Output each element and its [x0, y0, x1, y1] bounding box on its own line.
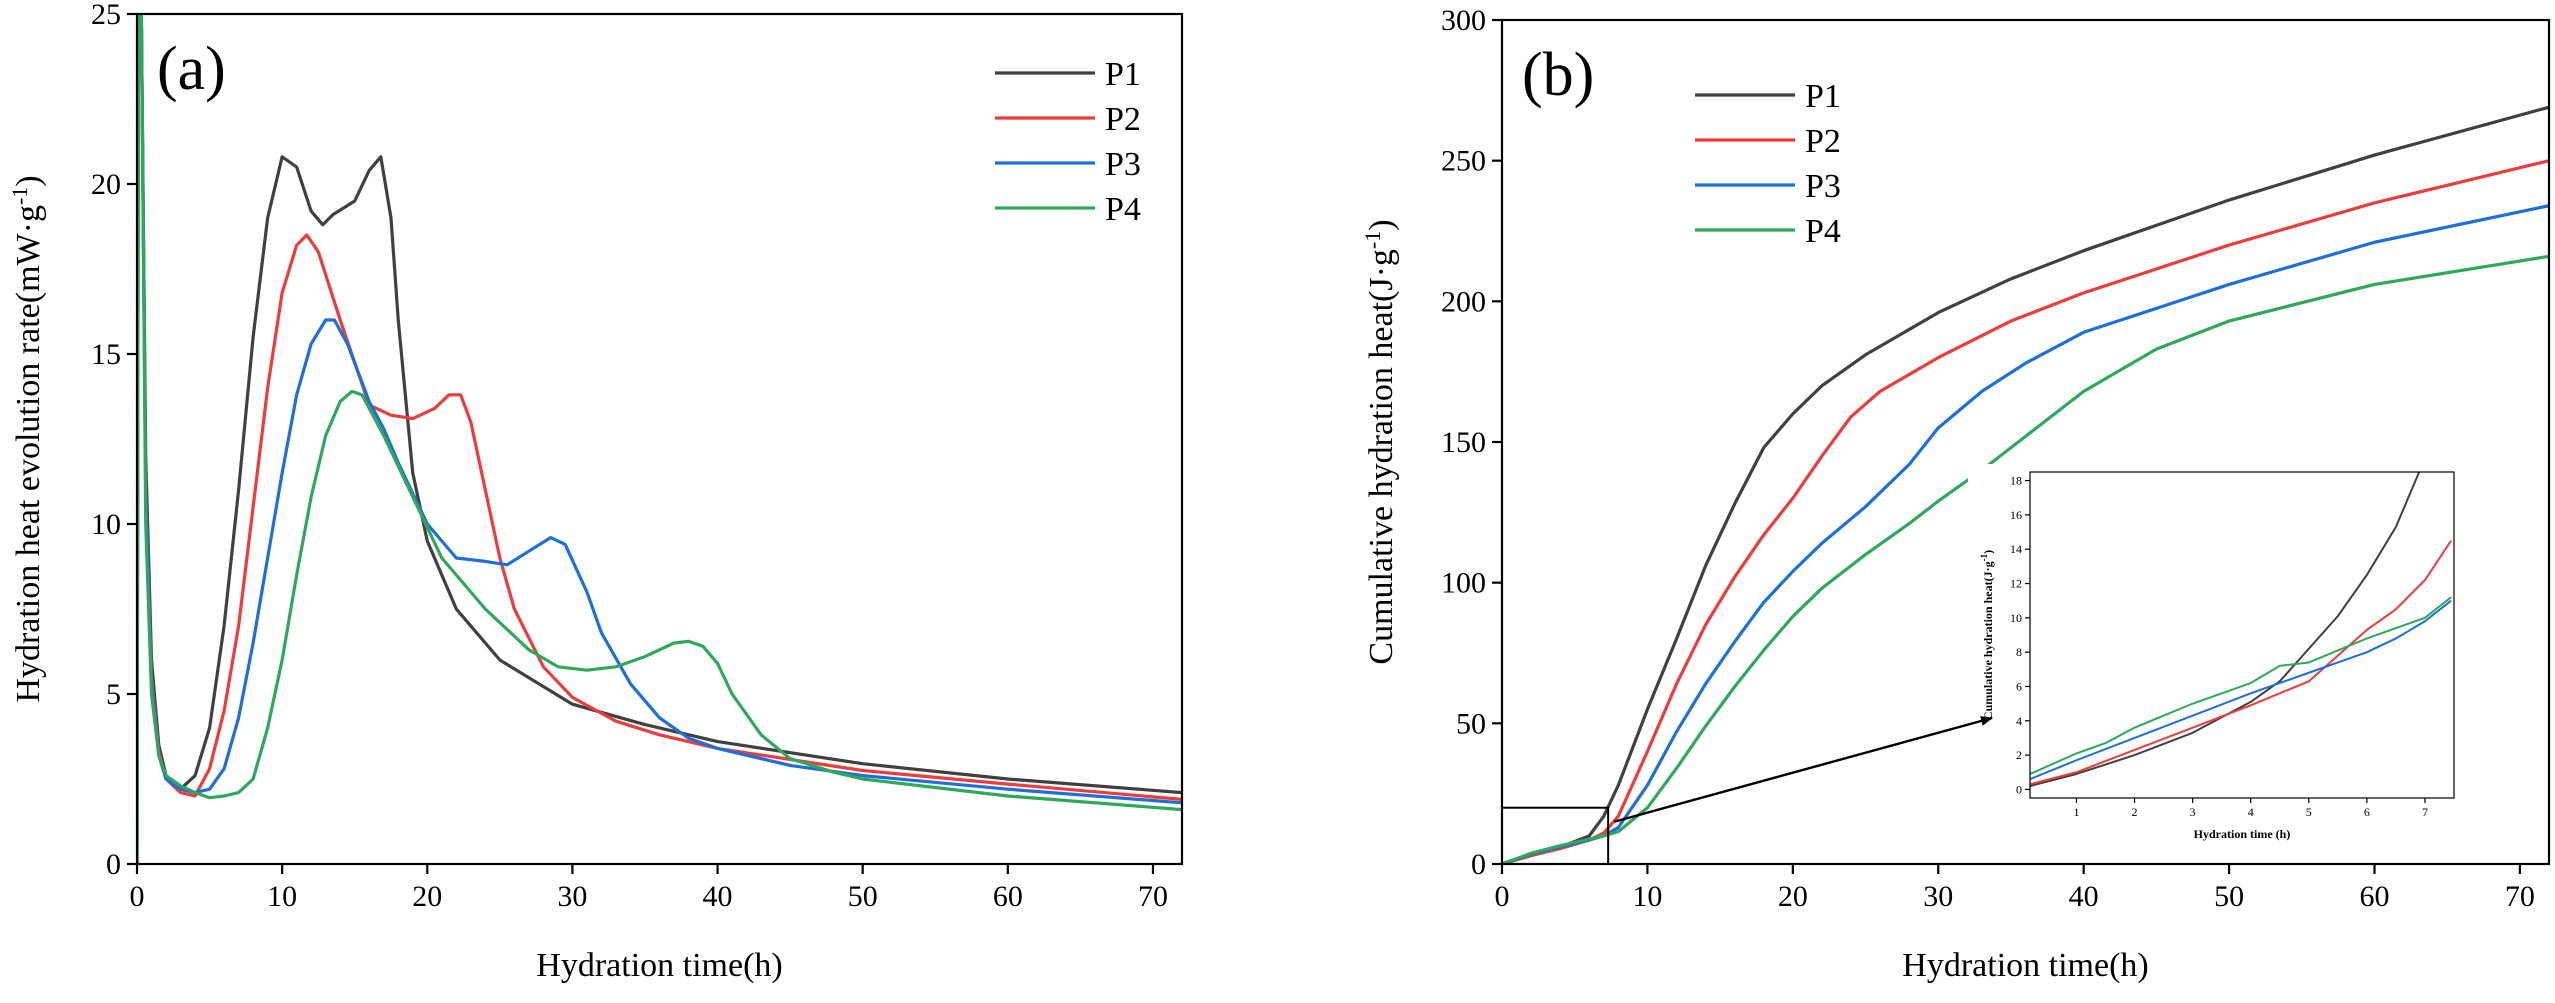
inset-y-tick-label: 18	[2010, 474, 2022, 488]
plot-frame	[135, 12, 1184, 866]
x-tick-label: 60	[993, 880, 1023, 913]
x-tick-label: 70	[2505, 880, 2535, 913]
zoom-region-box	[1501, 806, 1610, 866]
inset-x-tick-label: 2	[2132, 805, 2138, 819]
x-tick-label: 30	[1923, 880, 1953, 913]
x-tick-label: 0	[130, 880, 145, 913]
y-tick-label: 250	[1441, 145, 1486, 178]
series-line-p3	[137, 14, 1182, 864]
y-tick-label: 150	[1441, 426, 1486, 459]
y-axis-title: Cumulative hydration heat(J·g-1)	[1360, 219, 1400, 664]
inset-x-tick-label: 6	[2364, 805, 2370, 819]
legend-label-p2: P2	[1105, 101, 1141, 138]
series-line-p1	[1502, 105, 2549, 864]
inset-x-tick-label: 1	[2073, 805, 2079, 819]
x-tick-label: 20	[412, 880, 442, 913]
inset-series-line-p3	[2030, 599, 2452, 781]
inset-x-axis-title: Hydration time (h)	[2194, 827, 2291, 841]
y-tick-label: 100	[1441, 567, 1486, 600]
inset-x-tick-label: 4	[2248, 805, 2254, 819]
inset-y-axis-title: Cumulative hydration heat(J·g-1)	[1979, 550, 1995, 720]
y-tick-label: 5	[106, 678, 121, 711]
inset-y-tick-label: 2	[2016, 748, 2022, 762]
y-tick-label: 0	[106, 848, 121, 881]
x-tick-label: 10	[267, 880, 297, 913]
inset-y-tick-label: 10	[2010, 611, 2022, 625]
x-tick-label: 20	[1778, 880, 1808, 913]
x-tick-label: 10	[1632, 880, 1662, 913]
y-tick-label: 15	[91, 338, 121, 371]
inset-y-tick-label: 16	[2010, 508, 2022, 522]
inset-x-tick-label: 5	[2306, 805, 2312, 819]
legend: P1 P2 P3 P4	[995, 56, 1141, 228]
y-tick-label: 0	[1471, 848, 1486, 881]
y-tick-label: 50	[1456, 707, 1486, 740]
panel-b-chart: 0 10 20 30 40 50 60 70050100150200250300Hydrati…	[1360, 4, 2551, 984]
series-line-p4	[137, 14, 1182, 864]
x-tick-label: 70	[1138, 880, 1168, 913]
inset-y-tick-label: 8	[2016, 645, 2022, 659]
x-tick-label: 50	[2214, 880, 2244, 913]
panel-label: (a)	[157, 35, 226, 103]
x-tick-label: 40	[703, 880, 733, 913]
inset-series-line-p2	[2030, 540, 2452, 786]
x-tick-label: 40	[2069, 880, 2099, 913]
x-tick-label: 30	[557, 880, 587, 913]
panel-a-chart: 0 10 20 30 40 50 60 70 0 5 10 15 20 25 Hydration time(…	[7, 0, 1184, 984]
inset-x-tick-label: 3	[2190, 805, 2196, 819]
inset-y-tick-label: 4	[2016, 714, 2022, 728]
y-axis-title: Hydration heat evolution rate(mW·g-1)	[7, 175, 47, 702]
inset-background	[1968, 464, 2464, 850]
x-axis-title: Hydration time(h)	[536, 947, 782, 984]
x-tick-label: 60	[2360, 880, 2390, 913]
x-tick-label: 0	[1495, 880, 1510, 913]
legend-label-p4: P4	[1805, 213, 1841, 250]
inset-y-tick-label: 0	[2016, 782, 2022, 796]
zoom-arrow	[1613, 716, 1993, 823]
inset-series-line-p1	[2030, 472, 2421, 787]
legend-label-p2: P2	[1805, 123, 1841, 160]
inset-x-tick-label: 7	[2422, 805, 2428, 819]
y-tick-label: 20	[91, 168, 121, 201]
panel-label: (b)	[1522, 41, 1594, 109]
legend-label-p3: P3	[1105, 146, 1141, 183]
y-tick-label: 300	[1441, 4, 1486, 37]
inset-y-tick-label: 6	[2016, 679, 2022, 693]
legend-label-p1: P1	[1105, 56, 1141, 93]
legend-label-p4: P4	[1105, 191, 1141, 228]
series-line-p2	[137, 14, 1182, 864]
legend-label-p1: P1	[1805, 78, 1841, 115]
inset-series-line-p4	[2030, 596, 2452, 775]
y-tick-label: 200	[1441, 285, 1486, 318]
series-line-p1	[137, 14, 1182, 864]
x-axis-title: Hydration time(h)	[1902, 947, 2148, 984]
inset-y-tick-label: 12	[2010, 577, 2022, 591]
y-tick-label: 10	[91, 508, 121, 541]
series-line-p4	[1502, 254, 2549, 864]
inset-frame	[2029, 471, 2455, 799]
legend: P1 P2 P3 P4	[1695, 78, 1841, 250]
y-tick-label: 25	[91, 0, 121, 31]
legend-label-p3: P3	[1805, 168, 1841, 205]
x-tick-label: 50	[848, 880, 878, 913]
inset-y-tick-label: 14	[2010, 542, 2022, 556]
